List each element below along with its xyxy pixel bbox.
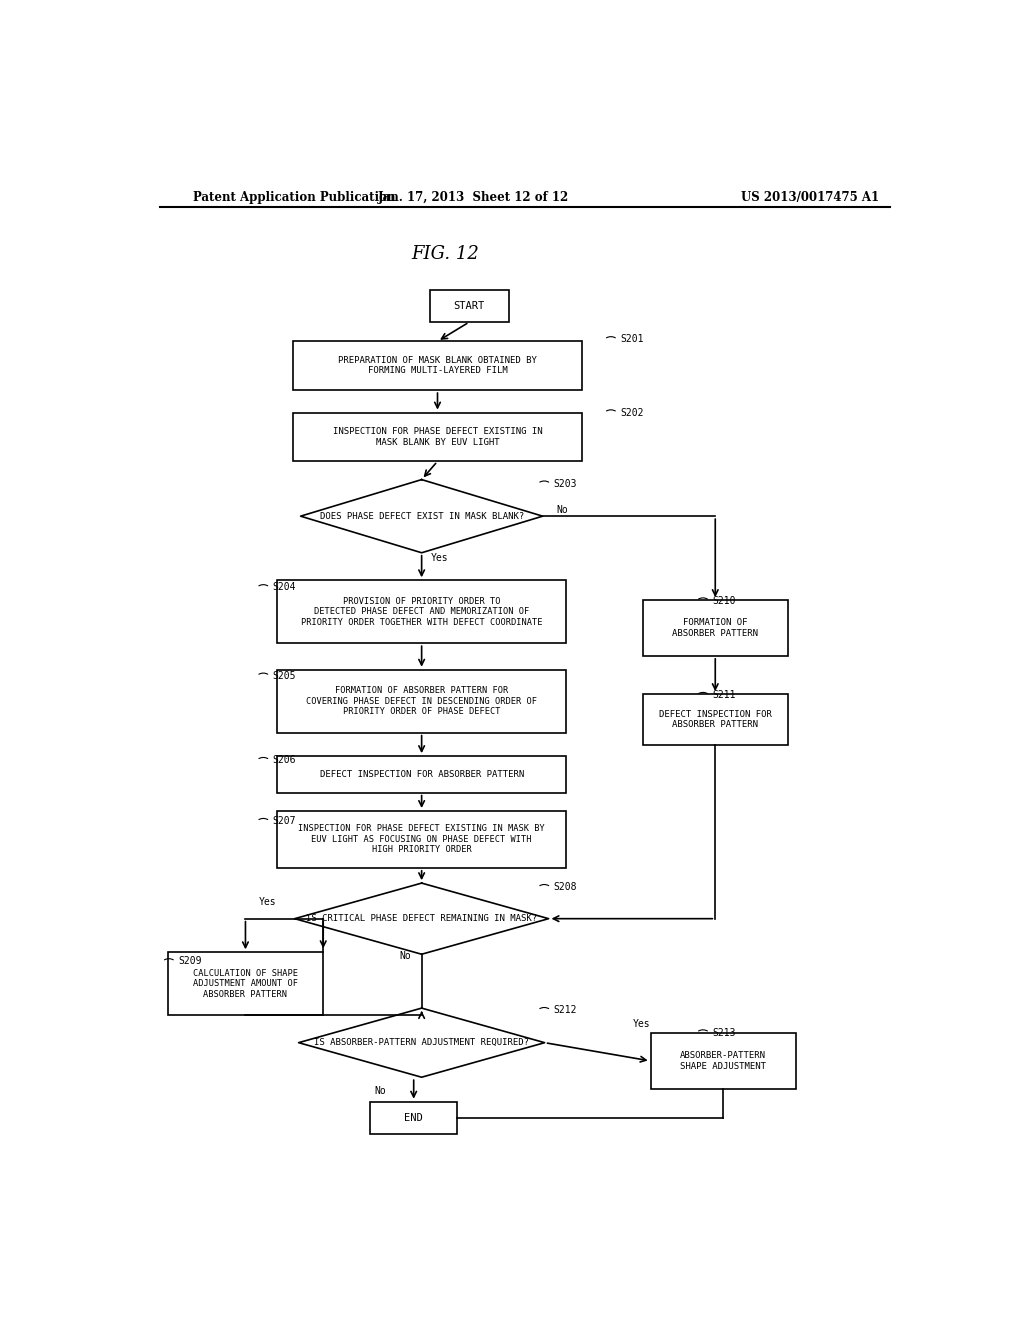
Text: S209: S209 <box>178 957 202 966</box>
Polygon shape <box>301 479 543 553</box>
Text: IS CRITICAL PHASE DEFECT REMAINING IN MASK?: IS CRITICAL PHASE DEFECT REMAINING IN MA… <box>306 915 538 923</box>
Text: IS ABSORBER-PATTERN ADJUSTMENT REQUIRED?: IS ABSORBER-PATTERN ADJUSTMENT REQUIRED? <box>314 1038 529 1047</box>
Text: S204: S204 <box>272 582 296 593</box>
Text: CALCULATION OF SHAPE
ADJUSTMENT AMOUNT OF
ABSORBER PATTERN: CALCULATION OF SHAPE ADJUSTMENT AMOUNT O… <box>193 969 298 999</box>
Text: INSPECTION FOR PHASE DEFECT EXISTING IN MASK BY
EUV LIGHT AS FOCUSING ON PHASE D: INSPECTION FOR PHASE DEFECT EXISTING IN … <box>298 825 545 854</box>
Text: FIG. 12: FIG. 12 <box>412 246 479 263</box>
FancyBboxPatch shape <box>643 601 787 656</box>
Text: No: No <box>399 952 412 961</box>
Text: DOES PHASE DEFECT EXIST IN MASK BLANK?: DOES PHASE DEFECT EXIST IN MASK BLANK? <box>319 512 523 520</box>
Text: Yes: Yes <box>633 1019 650 1030</box>
Text: S208: S208 <box>553 882 577 892</box>
Text: Yes: Yes <box>259 898 276 907</box>
Text: No: No <box>557 506 568 515</box>
FancyBboxPatch shape <box>276 581 566 643</box>
FancyBboxPatch shape <box>276 810 566 867</box>
FancyBboxPatch shape <box>276 756 566 792</box>
Text: Patent Application Publication: Patent Application Publication <box>194 190 395 203</box>
Text: END: END <box>404 1113 423 1123</box>
Text: Yes: Yes <box>431 553 449 562</box>
Text: START: START <box>454 301 485 310</box>
Text: ABSORBER-PATTERN
SHAPE ADJUSTMENT: ABSORBER-PATTERN SHAPE ADJUSTMENT <box>680 1051 766 1071</box>
FancyBboxPatch shape <box>650 1034 796 1089</box>
FancyBboxPatch shape <box>293 342 583 391</box>
Text: INSPECTION FOR PHASE DEFECT EXISTING IN
MASK BLANK BY EUV LIGHT: INSPECTION FOR PHASE DEFECT EXISTING IN … <box>333 428 543 446</box>
Text: S213: S213 <box>712 1027 735 1038</box>
FancyBboxPatch shape <box>168 952 323 1015</box>
FancyBboxPatch shape <box>370 1102 458 1134</box>
FancyBboxPatch shape <box>276 669 566 733</box>
Text: S201: S201 <box>620 334 643 345</box>
FancyBboxPatch shape <box>293 412 583 461</box>
Text: S202: S202 <box>620 408 643 417</box>
Text: S212: S212 <box>553 1005 577 1015</box>
Text: DEFECT INSPECTION FOR
ABSORBER PATTERN: DEFECT INSPECTION FOR ABSORBER PATTERN <box>658 710 772 729</box>
Text: S207: S207 <box>272 816 296 826</box>
Text: S205: S205 <box>272 671 296 681</box>
Polygon shape <box>295 883 549 954</box>
FancyBboxPatch shape <box>643 694 787 744</box>
Text: No: No <box>374 1086 386 1097</box>
Text: PREPARATION OF MASK BLANK OBTAINED BY
FORMING MULTI-LAYERED FILM: PREPARATION OF MASK BLANK OBTAINED BY FO… <box>338 356 537 375</box>
Text: FORMATION OF ABSORBER PATTERN FOR
COVERING PHASE DEFECT IN DESCENDING ORDER OF
P: FORMATION OF ABSORBER PATTERN FOR COVERI… <box>306 686 538 715</box>
Text: FORMATION OF
ABSORBER PATTERN: FORMATION OF ABSORBER PATTERN <box>673 618 758 638</box>
Text: S203: S203 <box>553 479 577 488</box>
Text: S206: S206 <box>272 755 296 766</box>
Text: PROVISION OF PRIORITY ORDER TO
DETECTED PHASE DEFECT AND MEMORIZATION OF
PRIORIT: PROVISION OF PRIORITY ORDER TO DETECTED … <box>301 597 543 627</box>
Text: Jan. 17, 2013  Sheet 12 of 12: Jan. 17, 2013 Sheet 12 of 12 <box>378 190 569 203</box>
Text: S210: S210 <box>712 595 735 606</box>
FancyBboxPatch shape <box>430 289 509 322</box>
Polygon shape <box>299 1008 545 1077</box>
Text: US 2013/0017475 A1: US 2013/0017475 A1 <box>741 190 880 203</box>
Text: S211: S211 <box>712 690 735 700</box>
Text: DEFECT INSPECTION FOR ABSORBER PATTERN: DEFECT INSPECTION FOR ABSORBER PATTERN <box>319 770 523 779</box>
